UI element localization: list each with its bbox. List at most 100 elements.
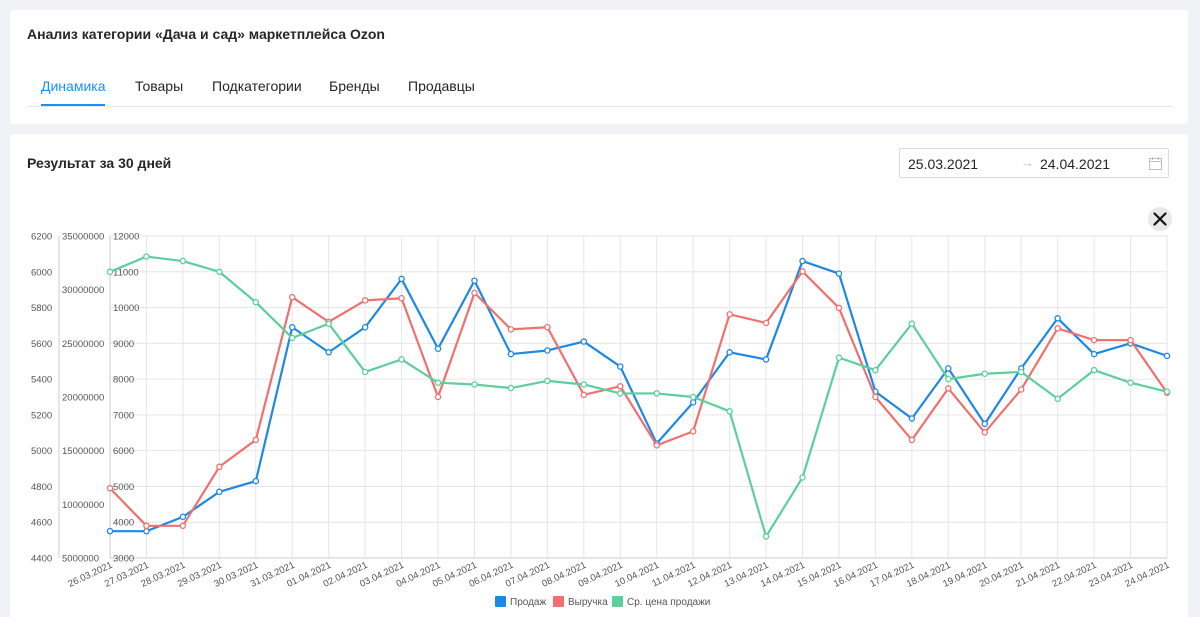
- data-point: [617, 383, 624, 390]
- results-card: Результат за 30 дней 25.03.2021 → 24.04.…: [10, 134, 1188, 617]
- revenue-tick-label: 15000000: [62, 446, 104, 457]
- revenue-tick-label: 30000000: [62, 285, 104, 296]
- data-point: [1054, 395, 1061, 403]
- legend-label: Ср. цена продажи: [627, 597, 710, 608]
- data-point: [434, 393, 442, 401]
- data-point: [1090, 366, 1098, 374]
- data-point: [835, 354, 843, 361]
- legend-label: Продаж: [510, 597, 546, 608]
- data-point: [216, 268, 223, 276]
- sales-tick-label: 8000: [113, 375, 134, 386]
- data-point: [945, 375, 952, 383]
- data-point: [398, 295, 405, 302]
- data-point: [1090, 336, 1098, 344]
- sales-tick-label: 3000: [113, 554, 134, 565]
- data-point: [507, 326, 515, 333]
- data-point: [908, 320, 916, 327]
- data-point: [544, 347, 551, 354]
- data-point: [981, 370, 989, 377]
- price-tick-label: 4800: [31, 482, 52, 493]
- data-point: [872, 393, 879, 401]
- data-point: [179, 257, 187, 265]
- price-tick-label: 6200: [31, 232, 52, 243]
- data-point: [1163, 352, 1171, 360]
- tabs-bar: Динамика Товары Подкатегории Бренды Прод…: [27, 66, 1173, 107]
- data-point: [945, 365, 952, 372]
- sales-tick-label: 6000: [113, 446, 134, 457]
- revenue-tick-label: 5000000: [62, 554, 99, 565]
- date-range-picker[interactable]: 25.03.2021 → 24.04.2021: [899, 148, 1169, 178]
- section-title: Результат за 30 дней: [27, 155, 172, 171]
- data-point: [799, 268, 806, 275]
- data-point: [835, 270, 843, 277]
- data-point: [361, 323, 369, 331]
- price-tick-label: 4400: [31, 554, 52, 565]
- header-card: Анализ категории «Дача и сад» маркетплей…: [10, 10, 1188, 124]
- revenue-tick-label: 35000000: [62, 232, 104, 243]
- series-line-1: [109, 270, 1168, 527]
- sales-tick-label: 4000: [113, 518, 134, 529]
- data-point: [288, 334, 296, 342]
- data-point: [507, 384, 515, 392]
- data-point: [726, 408, 733, 415]
- data-point: [689, 428, 697, 435]
- data-point: [1054, 325, 1061, 332]
- tab-brands[interactable]: Бренды: [329, 78, 380, 94]
- data-point: [143, 527, 150, 535]
- data-point: [398, 356, 405, 363]
- price-tick-label: 5000: [31, 446, 52, 457]
- data-point: [689, 399, 697, 406]
- close-icon: [1153, 212, 1167, 226]
- data-point: [179, 522, 187, 530]
- sales-tick-label: 9000: [113, 339, 134, 350]
- data-point: [434, 345, 442, 352]
- data-point: [617, 363, 624, 370]
- data-point: [981, 420, 989, 428]
- data-point: [216, 463, 223, 471]
- data-point: [106, 527, 114, 535]
- data-point: [325, 320, 332, 327]
- data-point: [1017, 386, 1025, 393]
- data-point: [799, 257, 806, 265]
- data-point: [1163, 388, 1171, 395]
- data-point: [580, 381, 588, 388]
- tab-dynamics[interactable]: Динамика: [41, 78, 106, 94]
- revenue-tick-label: 25000000: [62, 339, 104, 350]
- data-point: [908, 436, 916, 444]
- data-point: [1054, 315, 1061, 322]
- data-point: [252, 477, 260, 485]
- data-point: [945, 385, 952, 392]
- data-point: [908, 415, 916, 422]
- data-point: [507, 350, 515, 358]
- revenue-tick-label: 10000000: [62, 500, 104, 511]
- data-point: [653, 390, 660, 397]
- calendar-icon[interactable]: [1149, 157, 1162, 175]
- data-point: [799, 474, 806, 481]
- data-point: [143, 253, 150, 260]
- data-point: [252, 298, 260, 306]
- data-point: [434, 379, 442, 386]
- data-point: [179, 513, 187, 521]
- data-point: [361, 368, 369, 376]
- legend-label: Выручка: [568, 597, 608, 608]
- tab-subcategories[interactable]: Подкатегории: [212, 78, 302, 94]
- revenue-tick-label: 20000000: [62, 393, 104, 404]
- data-point: [106, 484, 114, 492]
- data-point: [1090, 350, 1098, 358]
- close-chart-button[interactable]: [1148, 207, 1172, 231]
- data-point: [106, 268, 114, 276]
- date-from-input[interactable]: 25.03.2021: [908, 156, 979, 172]
- price-tick-label: 5800: [31, 303, 52, 314]
- price-tick-label: 5400: [31, 375, 52, 386]
- data-point: [325, 349, 332, 356]
- data-point: [762, 356, 770, 363]
- legend-swatch: [495, 596, 506, 607]
- data-point: [580, 391, 588, 399]
- data-point: [471, 277, 478, 284]
- data-point: [981, 429, 989, 436]
- price-tick-label: 5600: [31, 339, 52, 350]
- date-to-input[interactable]: 24.04.2021: [1040, 156, 1111, 172]
- tab-products[interactable]: Товары: [135, 78, 184, 94]
- tab-sellers[interactable]: Продавцы: [408, 78, 475, 94]
